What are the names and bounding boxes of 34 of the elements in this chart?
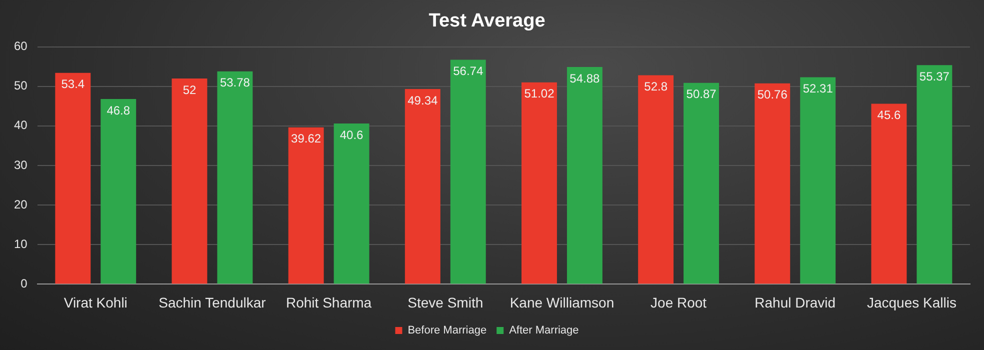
data-label: 55.37 [919,69,950,84]
data-label: 50.76 [757,88,788,102]
data-label: 49.34 [408,93,438,108]
y-tick-label: 50 [14,78,28,93]
y-tick-label: 60 [14,39,28,54]
data-label: 53.78 [220,76,250,90]
x-tick-label: Kane Williamson [510,294,614,310]
legend-label: Before Marriage [408,324,487,337]
y-tick-label: 10 [14,236,28,251]
y-tick-label: 0 [20,276,28,291]
x-tick-label: Rahul Dravid [754,294,836,310]
x-tick-label: Sachin Tendulkar [158,294,266,310]
x-tick-label: Steve Smith [408,294,484,310]
y-tick-label: 30 [14,158,28,172]
x-tick-label: Joe Root [650,294,707,310]
x-tick-label: Jacques Kallis [866,294,956,310]
data-label: 52 [182,82,196,97]
data-label: 39.62 [291,132,322,146]
data-label: 40.6 [340,128,364,142]
data-label: 46.8 [106,103,130,118]
data-label: 53.4 [61,77,85,92]
data-label: 50.87 [686,87,717,102]
x-tick-label: Virat Kohli [64,294,128,310]
y-tick-label: 20 [14,197,28,212]
data-label: 56.74 [453,64,484,78]
data-label: 51.02 [524,86,555,101]
data-label: 45.6 [877,108,901,122]
data-label: 52.8 [644,80,668,94]
x-tick-label: Rohit Sharma [286,294,372,310]
data-label: 52.31 [802,82,834,96]
legend-label: After Marriage [509,324,579,337]
y-tick-label: 40 [14,118,28,132]
chart-title: Test Average [428,10,546,32]
data-label: 54.88 [570,71,600,86]
